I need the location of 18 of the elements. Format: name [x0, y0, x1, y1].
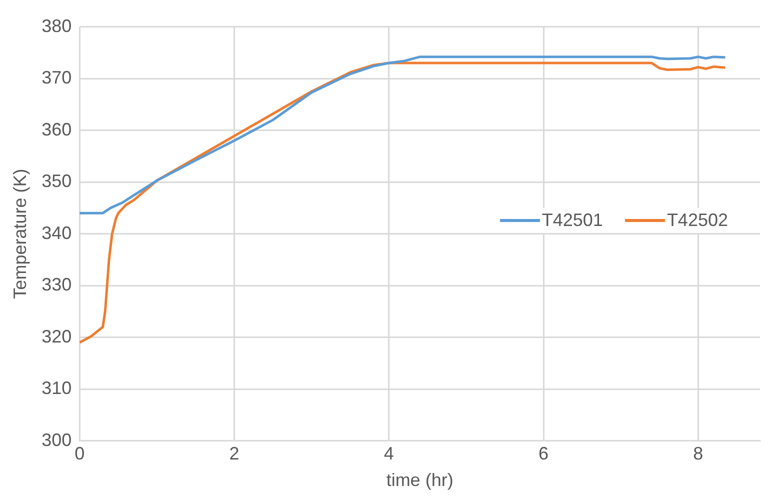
x-tick-label: 6 [538, 444, 549, 464]
y-tick-label: 360 [42, 119, 72, 140]
y-tick-label: 350 [42, 171, 72, 192]
y-tick-label: 340 [42, 222, 72, 243]
legend-label: T42502 [666, 210, 728, 231]
legend-label: T42501 [542, 210, 603, 231]
y-tick-label: 300 [42, 430, 72, 450]
y-tick-label: 310 [42, 378, 72, 398]
x-axis-title: time (hr) [386, 470, 454, 490]
x-tick-label: 0 [74, 444, 85, 464]
y-tick-label: 320 [42, 326, 72, 346]
x-tick-label: 2 [229, 444, 240, 464]
y-tick-label: 330 [42, 274, 72, 295]
x-tick-label: 4 [384, 444, 394, 464]
y-tick-label: 380 [42, 16, 72, 36]
y-axis-title: Temperature (K) [10, 168, 30, 299]
x-tick-label: 8 [693, 444, 704, 464]
y-tick-label: 370 [42, 68, 72, 88]
